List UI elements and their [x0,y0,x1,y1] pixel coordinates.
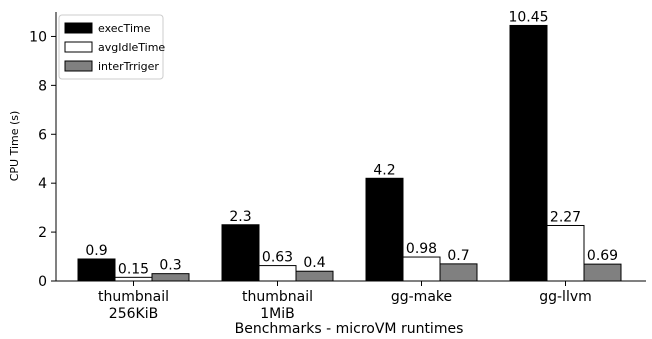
y-tick-label: 0 [38,274,47,290]
bar-avgIdleTime [114,276,153,282]
legend-label-interTrriger: interTrriger [98,60,159,73]
y-tick-label: 4 [38,176,47,192]
value-label-execTime: 10.45 [508,9,548,25]
x-tick-label: 1MiB [260,306,294,322]
value-label-execTime: 0.9 [85,243,107,259]
bar-execTime [221,224,260,282]
bar-interTrriger [583,263,622,282]
bars [77,24,622,282]
legend-label-execTime: execTime [98,22,151,35]
x-tick-label: 256KiB [109,306,158,322]
x-tick-label: thumbnail [242,289,313,305]
y-tick-labels: 0 2 4 6 8 10 [29,29,47,290]
y-tick-label: 10 [29,29,47,45]
bar-interTrriger [151,273,190,282]
legend: execTime avgIdleTime interTrriger [58,14,165,80]
x-tick-label: gg-llvm [539,289,592,305]
legend-swatch-execTime [64,22,93,34]
value-label-execTime: 4.2 [373,162,395,178]
value-label-interTrriger: 0.69 [587,248,618,264]
value-label-interTrriger: 0.4 [303,255,325,271]
y-tick-label: 8 [38,78,47,94]
value-label-avgIdleTime: 0.98 [406,241,437,257]
bar-interTrriger [295,270,334,282]
legend-label-avgIdleTime: avgIdleTime [98,41,165,54]
bar-avgIdleTime [402,256,441,282]
bar-avgIdleTime [258,265,297,282]
bar-interTrriger [439,263,478,282]
value-label-execTime: 2.3 [229,209,251,225]
y-tick-label: 6 [38,127,47,143]
y-tick-label: 2 [38,225,47,241]
legend-swatch-interTrriger [64,60,93,72]
x-axis-title: Benchmarks - microVM runtimes [235,321,464,337]
value-labels: 0.9 0.15 0.3 2.3 0.63 0.4 4.2 0.98 0.7 10.45 2.27 0… [85,9,618,277]
bar-avgIdleTime [546,224,585,282]
x-tick-label: gg-make [391,289,452,305]
bar-execTime [77,258,116,282]
x-tick-label: thumbnail [98,289,169,305]
y-axis-title: CPU Time (s) [8,111,21,182]
bar-execTime [365,177,404,282]
value-label-avgIdleTime: 2.27 [550,209,581,225]
value-label-avgIdleTime: 0.63 [262,250,293,266]
value-label-interTrriger: 0.3 [159,258,181,274]
bar-execTime [509,24,548,282]
legend-swatch-avgIdleTime [64,41,93,53]
value-label-avgIdleTime: 0.15 [118,261,149,277]
value-label-interTrriger: 0.7 [447,248,469,264]
